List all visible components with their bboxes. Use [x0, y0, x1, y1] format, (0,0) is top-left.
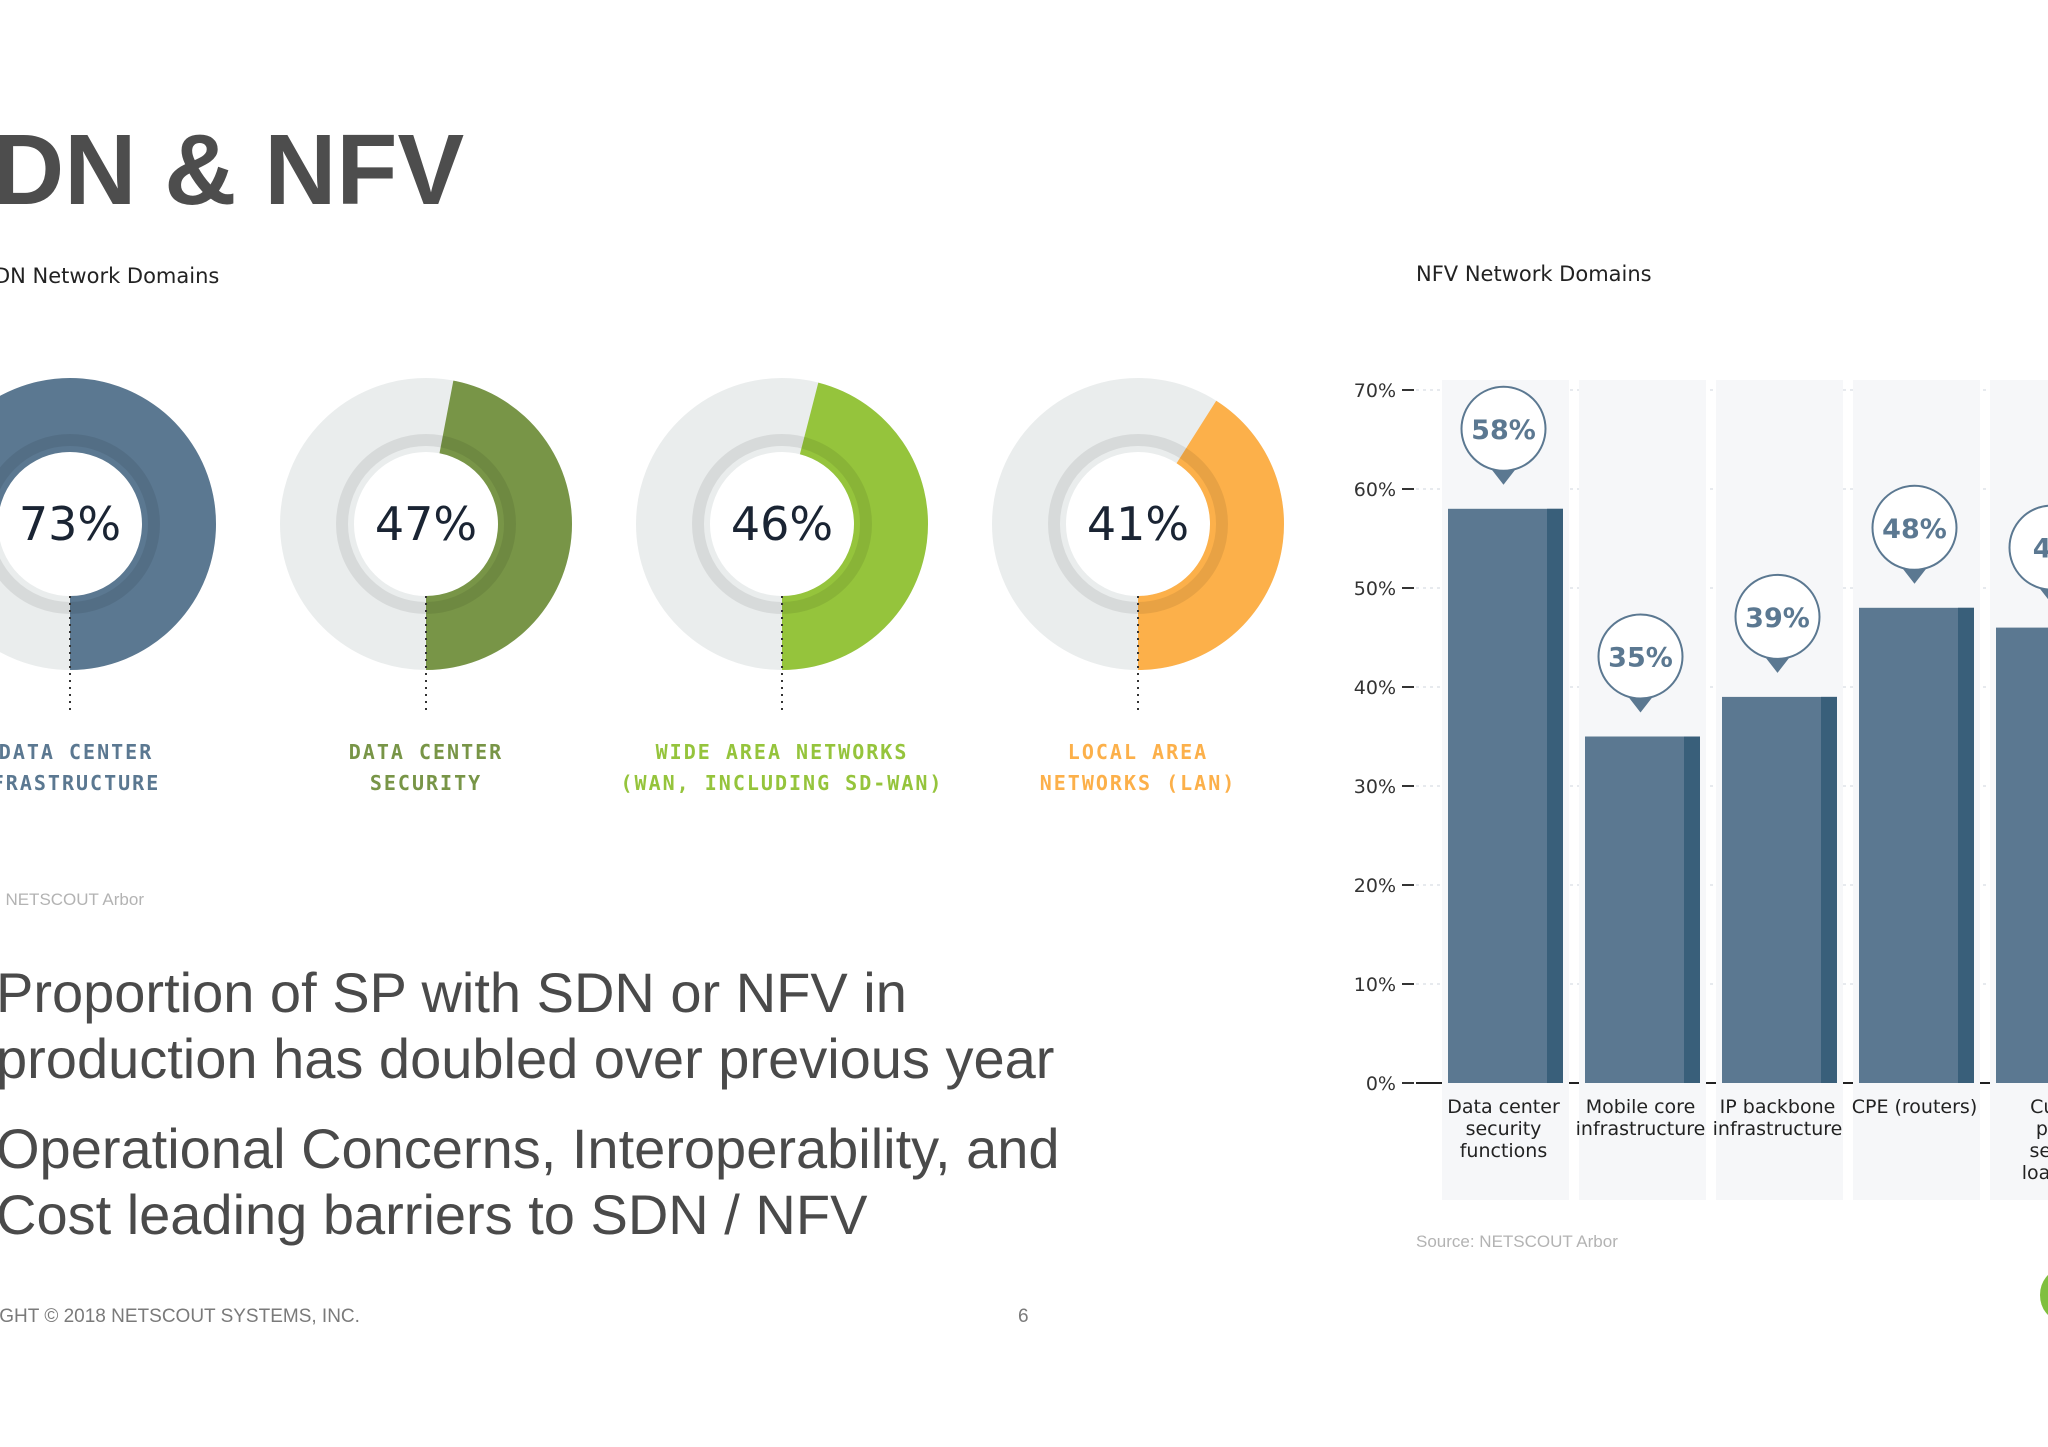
nfv-chart-title: NFV Network Domains — [1416, 262, 1652, 286]
bar-value-label: 58% — [1471, 415, 1536, 446]
donut-caption: LOCAL AREA — [1068, 740, 1208, 764]
bar-shade — [1821, 696, 1837, 1083]
bar — [1448, 508, 1563, 1083]
donut-value-label: 46% — [731, 497, 833, 551]
donut-value-label: 41% — [1087, 497, 1189, 551]
donut-hole — [712, 454, 852, 594]
donut-value-label: 73% — [19, 497, 121, 551]
x-category-label: functions — [1460, 1140, 1548, 1162]
y-tick-label: 0% — [1366, 1073, 1396, 1095]
callout-bubble — [1871, 484, 1958, 571]
x-category-label: Cust — [2030, 1096, 2048, 1118]
callout-bubble — [2008, 504, 2048, 591]
donut-inner-shadow — [692, 434, 872, 614]
callout-pointer — [1763, 654, 1792, 673]
y-tick-label: 10% — [1354, 974, 1396, 996]
bar — [1996, 627, 2048, 1083]
sdn-source: : NETSCOUT Arbor — [0, 890, 144, 909]
bar — [1859, 607, 1974, 1083]
donut-caption: DATA CENTER — [0, 740, 153, 764]
y-tick-label: 50% — [1354, 578, 1396, 600]
donut-hole — [356, 454, 496, 594]
bar-shade — [1547, 508, 1563, 1083]
y-tick-label: 40% — [1354, 677, 1396, 699]
bar — [1585, 736, 1700, 1083]
nfv-bar-chart: 0%10%20%30%40%50%60%70%58%Data centersec… — [1354, 380, 2048, 1200]
page-number: 6 — [1018, 1306, 1029, 1327]
donut-inner-shadow — [336, 434, 516, 614]
sdn-chart-title: DN Network Domains — [0, 264, 220, 288]
donut-caption: (WAN, INCLUDING SD-WAN) — [621, 771, 944, 795]
bar-value-label: 48% — [1882, 514, 1947, 545]
bar-value-label: 35% — [1608, 643, 1673, 674]
donut-caption: SECURITY — [370, 771, 482, 795]
donut-slice — [0, 378, 216, 670]
copyright-footer: IGHT © 2018 NETSCOUT SYSTEMS, INC. — [0, 1306, 360, 1327]
sdn-donut-charts: 73% DATA CENTER FRASTRUCTURE 47% DATA CENTER… — [0, 378, 1284, 795]
donut-caption: WIDE AREA NETWORKS — [656, 740, 909, 764]
donut-hole — [0, 454, 140, 594]
callout-pointer — [1626, 694, 1655, 713]
callout-bubble — [1734, 573, 1821, 660]
x-category-label: Data center — [1447, 1096, 1560, 1118]
x-category-label: secu — [2029, 1140, 2048, 1162]
callout-bubble — [1460, 385, 1547, 472]
x-category-label: infrastructure — [1713, 1118, 1843, 1140]
bar-shade — [1958, 607, 1974, 1083]
y-tick-label: 30% — [1354, 776, 1396, 798]
callout-pointer — [1900, 565, 1929, 584]
bar-shade — [1684, 736, 1700, 1083]
callout-pointer — [1489, 466, 1518, 485]
donut-slice — [426, 380, 572, 670]
x-category-label: pre — [2036, 1118, 2048, 1140]
donut-slice — [1138, 400, 1284, 670]
bar-value-label: 39% — [1745, 603, 1810, 634]
donut-caption: FRASTRUCTURE — [0, 771, 160, 795]
nfv-source: Source: NETSCOUT Arbor — [1416, 1232, 1618, 1251]
bullet-item: Proportion of SP with SDN or NFV in prod… — [0, 961, 1055, 1090]
x-category-label: IP backbone — [1720, 1096, 1836, 1118]
slide-title: DN & NFV — [0, 114, 465, 226]
y-tick-label: 70% — [1354, 380, 1396, 402]
bar — [1722, 696, 1837, 1083]
donut-hole — [1068, 454, 1208, 594]
donut-value-label: 47% — [375, 497, 477, 551]
x-category-label: Mobile core — [1586, 1096, 1696, 1118]
x-category-label: CPE (routers) — [1852, 1096, 1978, 1118]
callout-bubble — [1597, 613, 1684, 700]
bullet-item: Operational Concerns, Interoperability, … — [0, 1117, 1060, 1246]
donut-caption: NETWORKS (LAN) — [1040, 771, 1237, 795]
y-tick-label: 20% — [1354, 875, 1396, 897]
donut-inner-shadow — [0, 434, 160, 614]
bullet-list: Proportion of SP with SDN or NFV in prod… — [0, 960, 1176, 1272]
x-category-label: load-b — [2022, 1162, 2048, 1184]
bar-value-label: 46 — [2033, 534, 2048, 565]
donut-inner-shadow — [1048, 434, 1228, 614]
logo-icon — [2040, 1270, 2048, 1320]
x-category-label: security — [1466, 1118, 1542, 1140]
donut-slice — [782, 382, 928, 670]
donut-caption: DATA CENTER — [349, 740, 503, 764]
x-category-label: infrastructure — [1576, 1118, 1706, 1140]
y-tick-label: 60% — [1354, 479, 1396, 501]
